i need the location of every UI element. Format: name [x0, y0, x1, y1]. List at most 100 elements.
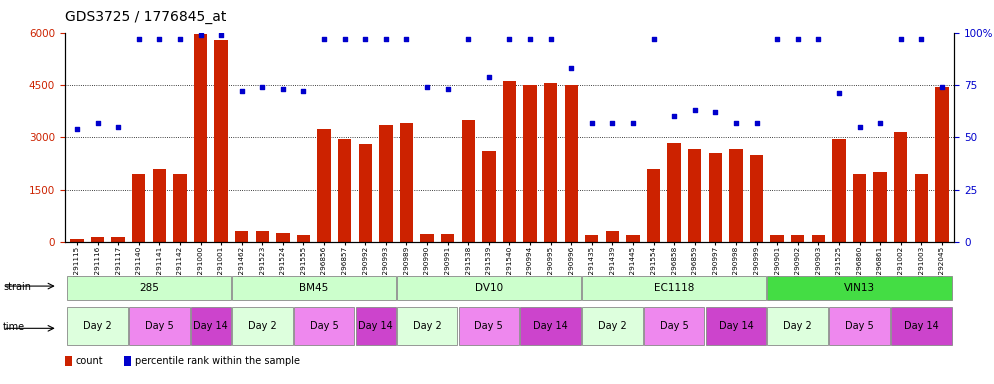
Bar: [767, 276, 951, 300]
Text: Day 5: Day 5: [845, 321, 874, 331]
Bar: [255, 232, 269, 242]
Bar: [129, 307, 190, 346]
Bar: [626, 235, 640, 242]
Bar: [544, 83, 558, 242]
Point: [872, 119, 888, 126]
Text: GDS3725 / 1776845_at: GDS3725 / 1776845_at: [65, 10, 226, 23]
Point: [193, 31, 209, 38]
Point: [254, 84, 270, 90]
Text: Day 5: Day 5: [310, 321, 339, 331]
Bar: [132, 174, 145, 242]
Text: Day 2: Day 2: [598, 321, 627, 331]
Bar: [215, 40, 228, 242]
Bar: [565, 85, 578, 242]
Bar: [194, 35, 207, 242]
Point: [728, 119, 744, 126]
Bar: [397, 307, 457, 346]
Bar: [71, 239, 83, 242]
Bar: [232, 276, 396, 300]
Bar: [359, 144, 372, 242]
Point: [234, 88, 249, 94]
Bar: [458, 307, 519, 346]
Text: Day 2: Day 2: [83, 321, 112, 331]
Point: [790, 36, 806, 42]
Bar: [356, 307, 396, 346]
Bar: [68, 276, 231, 300]
Text: Day 5: Day 5: [145, 321, 174, 331]
Point: [172, 36, 188, 42]
Point: [893, 36, 909, 42]
Point: [913, 36, 929, 42]
Bar: [709, 153, 722, 242]
Bar: [482, 151, 496, 242]
Bar: [68, 307, 128, 346]
Text: Day 2: Day 2: [413, 321, 441, 331]
Bar: [153, 169, 166, 242]
Point: [522, 36, 538, 42]
Bar: [585, 235, 598, 242]
Bar: [397, 276, 580, 300]
Bar: [232, 307, 292, 346]
Bar: [914, 174, 928, 242]
Point: [934, 84, 950, 90]
Point: [89, 119, 105, 126]
Point: [295, 88, 311, 94]
Text: DV10: DV10: [475, 283, 503, 293]
Bar: [832, 139, 846, 242]
Point: [337, 36, 353, 42]
Bar: [276, 233, 289, 242]
Bar: [791, 235, 804, 242]
Text: Day 14: Day 14: [533, 321, 568, 331]
Text: VIN13: VIN13: [844, 283, 875, 293]
Point: [275, 86, 291, 92]
Bar: [605, 232, 619, 242]
Bar: [523, 85, 537, 242]
Bar: [400, 123, 414, 242]
Bar: [503, 81, 516, 242]
Bar: [297, 235, 310, 242]
Bar: [644, 307, 705, 346]
Bar: [647, 169, 660, 242]
Text: Day 14: Day 14: [719, 321, 753, 331]
Bar: [894, 132, 908, 242]
Bar: [829, 307, 890, 346]
Point: [625, 119, 641, 126]
Bar: [582, 307, 643, 346]
Text: Day 14: Day 14: [194, 321, 229, 331]
Bar: [124, 356, 131, 366]
Bar: [853, 174, 866, 242]
Point: [357, 36, 373, 42]
Bar: [582, 276, 766, 300]
Text: Day 5: Day 5: [660, 321, 689, 331]
Point: [69, 126, 84, 132]
Point: [604, 119, 620, 126]
Text: Day 2: Day 2: [248, 321, 276, 331]
Point: [543, 36, 559, 42]
Point: [583, 119, 599, 126]
Bar: [706, 307, 766, 346]
Point: [564, 65, 580, 71]
Point: [316, 36, 332, 42]
Bar: [812, 235, 825, 242]
Point: [769, 36, 785, 42]
Point: [131, 36, 147, 42]
Bar: [520, 307, 580, 346]
Bar: [420, 234, 433, 242]
Bar: [770, 235, 784, 242]
Bar: [191, 307, 231, 346]
Text: Day 14: Day 14: [358, 321, 393, 331]
Bar: [338, 139, 351, 242]
Bar: [173, 174, 187, 242]
Point: [213, 31, 229, 38]
Text: percentile rank within the sample: percentile rank within the sample: [135, 356, 300, 366]
Text: Day 2: Day 2: [783, 321, 812, 331]
Point: [852, 124, 868, 130]
Bar: [874, 172, 887, 242]
Bar: [749, 155, 763, 242]
Point: [831, 90, 847, 96]
Bar: [235, 232, 248, 242]
Text: 285: 285: [139, 283, 159, 293]
Point: [460, 36, 476, 42]
Text: strain: strain: [3, 282, 31, 292]
Point: [810, 36, 826, 42]
